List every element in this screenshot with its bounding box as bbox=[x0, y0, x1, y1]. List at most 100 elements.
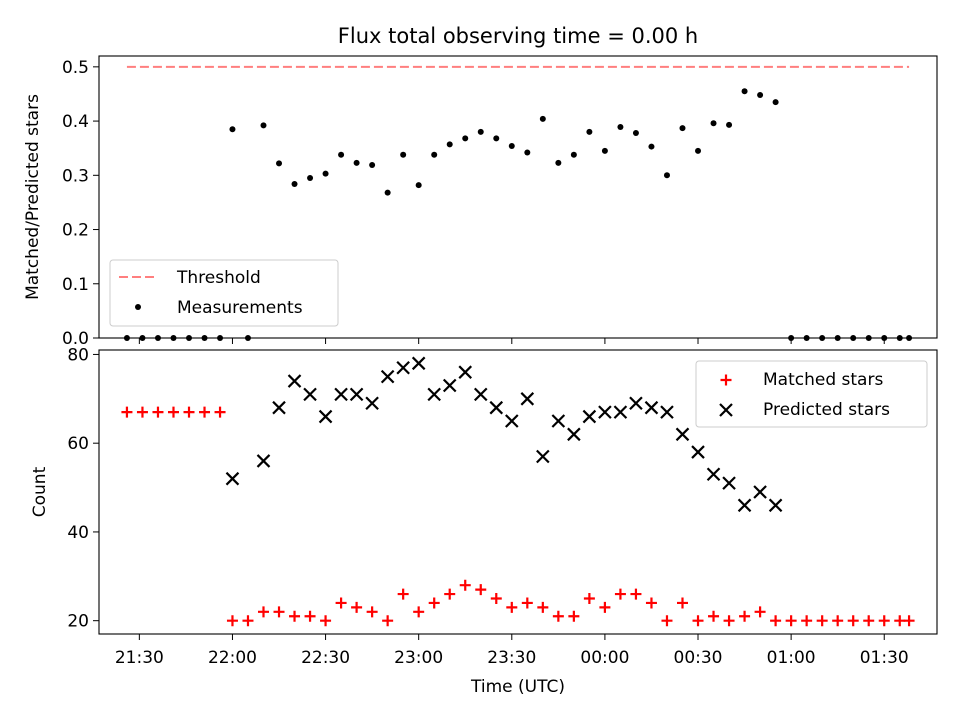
measurement-point bbox=[154, 335, 161, 341]
predicted-point bbox=[567, 427, 581, 442]
measurement-point bbox=[524, 149, 531, 156]
measurement-point bbox=[244, 335, 251, 341]
measurement-point bbox=[788, 335, 795, 341]
matched-point bbox=[199, 406, 211, 418]
predicted-point bbox=[644, 400, 659, 415]
matched-point bbox=[167, 406, 179, 418]
measurement-point bbox=[170, 335, 177, 341]
predicted-point bbox=[411, 356, 426, 371]
predicted-point bbox=[598, 405, 612, 419]
x-tick-label: 01:00 bbox=[767, 648, 816, 668]
matched-point bbox=[661, 615, 673, 627]
x-tick-label: 00:30 bbox=[674, 648, 723, 668]
measurement-point bbox=[586, 128, 593, 135]
measurement-point bbox=[679, 125, 686, 132]
measurement-point bbox=[834, 335, 841, 341]
matched-point bbox=[754, 606, 766, 618]
predicted-point bbox=[427, 387, 441, 402]
bottom-axes: 20 40 60 80 21:30 22:00 22:30 23:00 23:30 00:00 00… bbox=[67, 345, 938, 668]
axes-frame bbox=[98, 55, 938, 339]
measurement-point bbox=[123, 335, 130, 341]
measurement-point bbox=[217, 335, 224, 341]
y-tick-label: 0.5 bbox=[62, 58, 89, 78]
predicted-point bbox=[458, 365, 473, 379]
top-y-axis-label: Matched/Predicted stars bbox=[23, 94, 43, 300]
matched-point bbox=[506, 601, 518, 613]
predicted-point bbox=[489, 400, 504, 415]
matched-point bbox=[770, 615, 782, 627]
matched-point bbox=[614, 588, 626, 600]
measurement-point bbox=[726, 121, 733, 128]
predicted-point bbox=[722, 476, 736, 490]
predicted-point bbox=[225, 471, 240, 486]
measurement-point bbox=[322, 170, 329, 177]
measurement-point bbox=[462, 135, 469, 142]
matched-point bbox=[475, 584, 487, 596]
matched-point bbox=[676, 597, 688, 609]
matched-point bbox=[739, 610, 751, 622]
x-tick-label: 01:30 bbox=[860, 648, 909, 668]
predicted-point bbox=[256, 454, 271, 468]
predicted-point bbox=[768, 498, 783, 513]
matched-point bbox=[183, 406, 195, 418]
x-tick-label: 21:30 bbox=[115, 648, 164, 668]
predicted-point bbox=[629, 396, 643, 411]
matched-point bbox=[723, 615, 735, 627]
measurement-point bbox=[307, 175, 314, 182]
y-tick-label: 0.3 bbox=[62, 166, 89, 186]
measurement-point bbox=[384, 189, 391, 196]
predicted-point bbox=[536, 449, 550, 464]
matched-point bbox=[630, 588, 642, 600]
matched-point bbox=[568, 610, 580, 622]
measurement-point bbox=[803, 335, 810, 341]
matched-point bbox=[645, 597, 657, 609]
measurement-point bbox=[570, 151, 577, 158]
measurement-point bbox=[906, 335, 913, 341]
x-tick-label: 22:30 bbox=[301, 648, 350, 668]
measurement-point bbox=[186, 335, 193, 341]
matched-point bbox=[832, 615, 844, 627]
matched-point bbox=[257, 606, 269, 618]
matched-point bbox=[878, 615, 890, 627]
matched-point bbox=[444, 588, 456, 600]
matched-point bbox=[226, 615, 238, 627]
y-tick-label: 20 bbox=[67, 612, 89, 632]
matched-point bbox=[273, 606, 285, 618]
measurement-point bbox=[632, 130, 639, 137]
measurement-point bbox=[865, 335, 872, 341]
matched-point bbox=[552, 610, 564, 622]
measurement-point bbox=[741, 88, 748, 95]
y-tick-label: 40 bbox=[67, 523, 89, 543]
legend-box bbox=[109, 259, 339, 327]
matched-point bbox=[692, 615, 704, 627]
predicted-point bbox=[473, 387, 488, 402]
measurement-point bbox=[431, 151, 438, 158]
matched-point bbox=[320, 615, 332, 627]
matched-point bbox=[537, 601, 549, 613]
matched-point bbox=[894, 615, 906, 627]
predicted-point bbox=[753, 485, 767, 499]
measurement-point bbox=[446, 141, 453, 148]
matched-point bbox=[428, 597, 440, 609]
axes-frame bbox=[98, 349, 938, 635]
measurement-point bbox=[291, 180, 298, 187]
predicted-point bbox=[334, 387, 348, 402]
predicted-point bbox=[706, 467, 721, 482]
legend-measurements-label: Measurements bbox=[177, 298, 303, 318]
top-axes: 0.0 0.1 0.2 0.3 0.4 0.5 Threshold Measurements bbox=[62, 55, 938, 349]
legend-predicted-swatch bbox=[719, 403, 733, 417]
predicted-point bbox=[303, 387, 317, 402]
matched-point bbox=[304, 610, 316, 622]
matched-point bbox=[459, 579, 471, 591]
matched-point bbox=[351, 601, 363, 613]
measurement-point bbox=[539, 115, 546, 122]
legend-matched-swatch bbox=[720, 374, 732, 386]
measurement-point bbox=[338, 151, 345, 158]
predicted-point bbox=[520, 392, 535, 406]
chart-title: Flux total observing time = 0.00 h bbox=[338, 24, 698, 48]
measurement-point bbox=[415, 182, 422, 189]
predicted-point bbox=[442, 378, 457, 393]
measurement-point bbox=[772, 99, 779, 106]
matched-point bbox=[382, 615, 394, 627]
measurement-point bbox=[369, 162, 376, 169]
